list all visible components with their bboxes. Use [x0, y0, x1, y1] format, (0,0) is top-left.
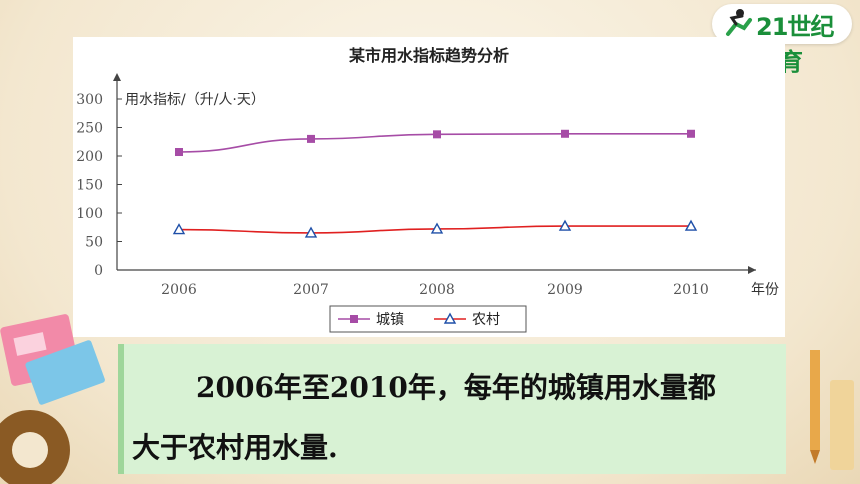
- x-tick-label: 2009: [547, 282, 583, 298]
- pencil-decoration: [810, 350, 854, 470]
- y-tick-label: 0: [94, 263, 103, 279]
- legend-label-urban: 城镇: [376, 312, 404, 328]
- point-marker-triangle: [172, 223, 186, 235]
- caption-line-2: 大于农村用水量.: [132, 431, 338, 464]
- point-marker-square: [307, 134, 315, 143]
- point-marker-triangle: [684, 219, 698, 231]
- x-axis-label: 年份: [751, 282, 779, 298]
- x-tick-label: 2007: [293, 282, 329, 298]
- runner-icon: [726, 9, 752, 36]
- y-tick-label: 200: [76, 149, 103, 165]
- point-marker-triangle: [430, 222, 444, 234]
- y-tick-label: 50: [85, 235, 103, 251]
- y-tick-label: 150: [76, 178, 103, 194]
- x-tick-label: 2006: [161, 282, 197, 298]
- chart-card: 某市用水指标趋势分析用水指标/（升/人·天） 0 50 100 150 200 250 300…: [73, 37, 785, 337]
- books-gear-decoration: [0, 314, 105, 484]
- chart-title: 某市用水指标趋势分析: [348, 46, 509, 65]
- y-tick-label: 250: [76, 121, 103, 137]
- x-tick-label: 2008: [419, 282, 455, 298]
- legend-label-rural: 农村: [472, 312, 500, 328]
- caption-line-1: 2006年至2010年，每年的城镇用水量都: [196, 371, 716, 404]
- point-marker-square: [687, 129, 695, 138]
- y-tick-label: 100: [76, 206, 103, 222]
- point-marker-square: [561, 129, 569, 138]
- point-marker-square: [433, 130, 441, 139]
- y-tick-label: 300: [76, 92, 103, 108]
- y-axis-label: 用水指标/（升/人·天）: [125, 92, 265, 108]
- point-marker-triangle: [558, 219, 572, 231]
- x-tick-label: 2010: [673, 282, 709, 298]
- y-axis-arrow: [113, 73, 121, 81]
- legend-marker-square: [350, 315, 358, 323]
- legend-marker-triangle: [443, 312, 457, 324]
- point-marker-triangle: [304, 226, 318, 238]
- x-axis-arrow: [748, 266, 756, 274]
- caption-box: 2006年至2010年，每年的城镇用水量都 大于农村用水量.: [118, 344, 786, 474]
- point-marker-square: [175, 148, 183, 157]
